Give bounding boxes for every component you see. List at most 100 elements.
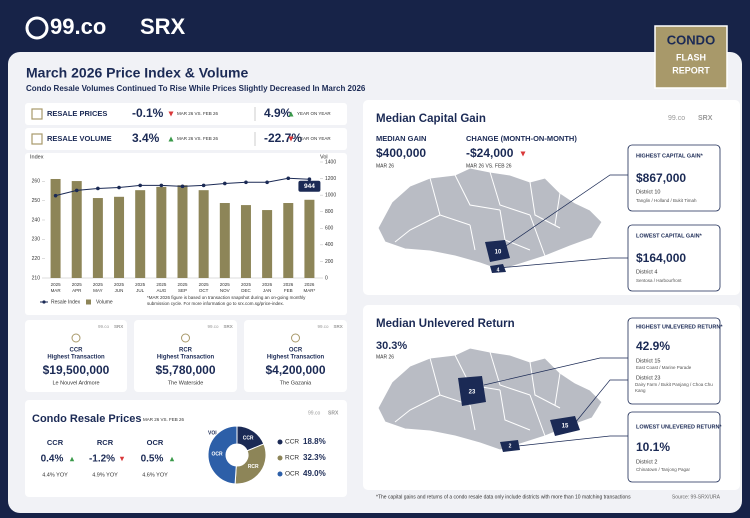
title: March 2026 Price Index & Volume <box>26 65 248 81</box>
x-tick-label: 2025 JUN <box>114 282 125 293</box>
point <box>159 183 164 188</box>
callout-value: 42.9% <box>636 339 670 353</box>
logo-pin <box>25 16 49 40</box>
y2-tick-label: 0 <box>325 275 328 281</box>
icon <box>31 108 43 120</box>
icon <box>181 333 190 343</box>
x-tick-label: 2025 MAY <box>93 282 104 293</box>
kpi-note: MAR 26 <box>376 354 394 360</box>
x-tick-label: 2025 MAR <box>51 282 62 293</box>
region: RCR <box>179 348 193 354</box>
legend-value: 32.3% <box>303 453 326 462</box>
change: 0.4% <box>41 454 64 465</box>
kpi-value: 3.4% <box>132 131 160 145</box>
x-tick-label: 2025 APR <box>72 282 83 293</box>
footer-note: *The capital gains and returns of a cond… <box>376 494 631 500</box>
bar <box>135 190 146 278</box>
badge-text: REPORT <box>672 65 710 75</box>
y2-tick-label: 1400 <box>325 159 336 165</box>
legend-dot <box>277 455 283 461</box>
bar <box>219 203 230 278</box>
callout-value: 10.1% <box>636 440 670 454</box>
callout-box <box>627 144 721 212</box>
card <box>244 320 347 392</box>
region: OCR <box>289 348 303 354</box>
point <box>138 183 142 188</box>
kpi-label: RESALE VOLUME <box>47 134 112 143</box>
y-tick-label: 250 <box>32 198 41 204</box>
badge-text: FLASH <box>676 52 706 62</box>
y2-tick-label: 1000 <box>325 192 336 198</box>
slice-label: CCR <box>243 436 254 442</box>
district: District 15 <box>636 358 660 364</box>
section-note: MAR 26 VS. FEB 26 <box>143 417 185 422</box>
point <box>74 188 79 193</box>
bar <box>114 196 125 278</box>
legend-label: Resale Index <box>51 299 81 305</box>
donut-slice <box>207 425 238 485</box>
callout-box <box>627 411 721 483</box>
kpi-note: MAR 26 VS. FEB 26 <box>466 163 512 169</box>
callout-value: $164,000 <box>636 251 686 265</box>
map-label: 23 <box>469 390 476 396</box>
legend-label: OCR <box>285 471 300 478</box>
kpi-value: 30.3% <box>376 340 407 352</box>
region: CCR <box>70 348 84 354</box>
arrow-down <box>520 151 526 157</box>
badge-text: CONDO <box>667 32 715 47</box>
watermark: 99.co <box>668 115 685 122</box>
area: East Coast / Marine Parade <box>636 365 692 370</box>
arrow-up <box>69 456 75 462</box>
kpi-value: -$24,000 <box>466 146 514 160</box>
yoy: 4.6% YOY <box>142 472 168 478</box>
bar <box>92 198 103 278</box>
bar <box>71 181 82 278</box>
watermark: 99.co <box>308 410 320 416</box>
map <box>377 167 628 273</box>
bar <box>198 190 209 278</box>
legend-dot <box>277 439 283 445</box>
kpi-label: CHANGE (MONTH-ON-MONTH) <box>466 134 577 143</box>
watermark: SRX <box>334 324 343 329</box>
legend-value: 18.8% <box>303 437 326 446</box>
map-label: 15 <box>562 424 569 430</box>
area: Tanglin / Holland / Bukit Timah <box>636 198 697 203</box>
x-tick-label: 2026 MAR* <box>304 282 316 293</box>
card <box>25 128 347 150</box>
bar <box>262 210 273 278</box>
change: 0.5% <box>141 454 164 465</box>
area: Dairy Farm / Bukit Panjang / Choa Chu Ka… <box>635 382 713 393</box>
y-tick-label: 220 <box>32 256 41 262</box>
callout-label: HIGHEST CAPITAL GAIN* <box>636 153 704 159</box>
bar <box>156 186 167 278</box>
point <box>223 181 227 186</box>
legend-label: CCR <box>285 439 299 446</box>
point <box>180 184 185 189</box>
yoy: 4.4% YOY <box>42 472 68 478</box>
y2-tick-label: 600 <box>325 226 334 232</box>
point <box>265 180 269 185</box>
point <box>117 185 121 190</box>
point <box>53 193 58 198</box>
x-tick-label: 2025 JUL <box>135 282 146 293</box>
card-label: Highest Transaction <box>157 355 215 361</box>
watermark: SRX <box>698 115 713 122</box>
badge-box <box>654 25 728 89</box>
project: The Waterside <box>168 380 204 386</box>
point <box>244 180 248 185</box>
arrow-down <box>168 111 174 117</box>
point <box>96 186 100 191</box>
arrow-up <box>288 111 294 117</box>
legend-dot <box>277 471 283 477</box>
region: CCR <box>47 438 64 447</box>
icon <box>291 333 300 343</box>
x-tick-label: 2026 FEB <box>283 282 294 293</box>
map-label: 10 <box>495 250 502 256</box>
logo: SRX <box>140 14 186 39</box>
chart-note: *MAR 2026 figure is based on transaction… <box>147 295 305 306</box>
section-title: Condo Resale Prices <box>32 413 141 425</box>
price: $19,500,000 <box>43 363 110 377</box>
area: Chinatown / Tanjong Pagar <box>636 467 690 472</box>
